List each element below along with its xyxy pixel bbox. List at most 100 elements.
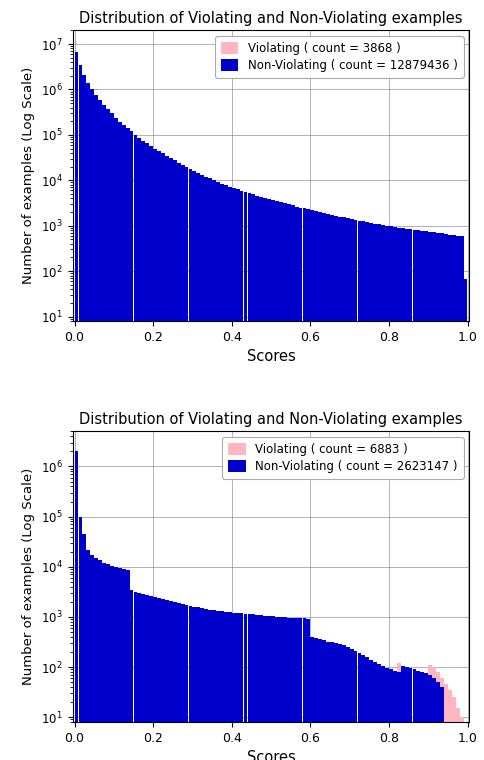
Bar <box>181 604 184 760</box>
Bar <box>216 182 220 760</box>
Bar <box>86 661 90 760</box>
Title: Distribution of Violating and Non-Violating examples: Distribution of Violating and Non-Violat… <box>79 11 463 27</box>
Bar <box>220 663 224 760</box>
Bar <box>189 169 193 760</box>
Bar <box>243 295 247 760</box>
Bar <box>267 663 271 760</box>
Bar <box>204 307 208 760</box>
Bar <box>118 568 121 760</box>
Bar <box>247 193 251 760</box>
Bar <box>283 617 287 760</box>
Bar <box>98 662 102 760</box>
Bar <box>78 65 82 760</box>
Bar <box>173 602 177 760</box>
Bar <box>440 233 444 760</box>
Bar <box>389 682 393 760</box>
Bar <box>338 644 342 760</box>
Bar <box>161 154 165 760</box>
Bar <box>416 230 420 760</box>
Bar <box>134 135 137 760</box>
Bar <box>193 304 197 760</box>
Bar <box>153 149 157 760</box>
Bar <box>369 673 373 760</box>
Bar <box>98 560 102 760</box>
Bar <box>256 615 259 760</box>
Bar <box>421 310 424 760</box>
Bar <box>275 310 279 760</box>
Bar <box>342 665 346 760</box>
Bar <box>161 664 165 760</box>
Bar <box>432 667 436 760</box>
Bar <box>169 296 173 760</box>
Bar <box>381 313 385 760</box>
Bar <box>318 639 322 760</box>
Bar <box>208 610 212 760</box>
Bar <box>94 558 98 760</box>
Bar <box>98 100 102 760</box>
Bar <box>228 613 232 760</box>
Bar <box>82 256 86 760</box>
Bar <box>464 732 468 760</box>
Bar <box>153 290 157 760</box>
Bar <box>130 590 134 760</box>
Bar <box>349 312 353 760</box>
Bar <box>189 663 193 760</box>
Bar <box>373 223 377 760</box>
Bar <box>334 664 338 760</box>
Bar <box>236 663 240 760</box>
Bar <box>145 595 149 760</box>
Bar <box>243 613 247 760</box>
Bar <box>228 186 232 760</box>
Bar <box>295 618 299 760</box>
Bar <box>236 189 240 760</box>
Bar <box>118 663 121 760</box>
Bar <box>263 616 267 760</box>
Bar <box>330 313 334 760</box>
Bar <box>354 309 358 760</box>
Bar <box>157 291 161 760</box>
Bar <box>362 309 365 760</box>
Bar <box>428 665 432 760</box>
Bar <box>184 605 188 760</box>
Bar <box>145 286 149 760</box>
Bar <box>464 312 468 760</box>
Bar <box>243 192 247 760</box>
Bar <box>349 219 353 760</box>
Bar <box>220 612 224 760</box>
Legend: Violating ( count = 3868 ), Non-Violating ( count = 12879436 ): Violating ( count = 3868 ), Non-Violatin… <box>215 36 464 78</box>
Bar <box>334 312 338 760</box>
Bar <box>358 313 362 760</box>
Bar <box>224 185 228 760</box>
Bar <box>440 687 444 760</box>
Bar <box>256 664 259 760</box>
Bar <box>149 287 153 760</box>
Bar <box>251 295 255 760</box>
Bar <box>102 663 106 760</box>
Bar <box>145 663 149 760</box>
Bar <box>200 306 204 760</box>
Bar <box>75 249 78 760</box>
Bar <box>110 663 114 760</box>
Bar <box>141 664 145 760</box>
Bar <box>295 207 299 760</box>
Bar <box>283 204 287 760</box>
Bar <box>232 188 236 760</box>
Bar <box>279 202 283 760</box>
Bar <box>122 569 126 760</box>
Bar <box>354 220 358 760</box>
Bar <box>240 191 243 760</box>
Bar <box>334 643 338 760</box>
Bar <box>114 271 118 760</box>
Bar <box>181 300 184 760</box>
Bar <box>389 670 393 760</box>
Bar <box>94 661 98 760</box>
Bar <box>212 663 216 760</box>
Bar <box>421 672 424 760</box>
Bar <box>287 664 291 760</box>
X-axis label: Scores: Scores <box>247 750 295 760</box>
Bar <box>354 651 358 760</box>
Y-axis label: Number of examples (Log Scale): Number of examples (Log Scale) <box>22 468 35 686</box>
Bar <box>389 226 393 760</box>
Bar <box>358 653 362 760</box>
Bar <box>232 662 236 760</box>
